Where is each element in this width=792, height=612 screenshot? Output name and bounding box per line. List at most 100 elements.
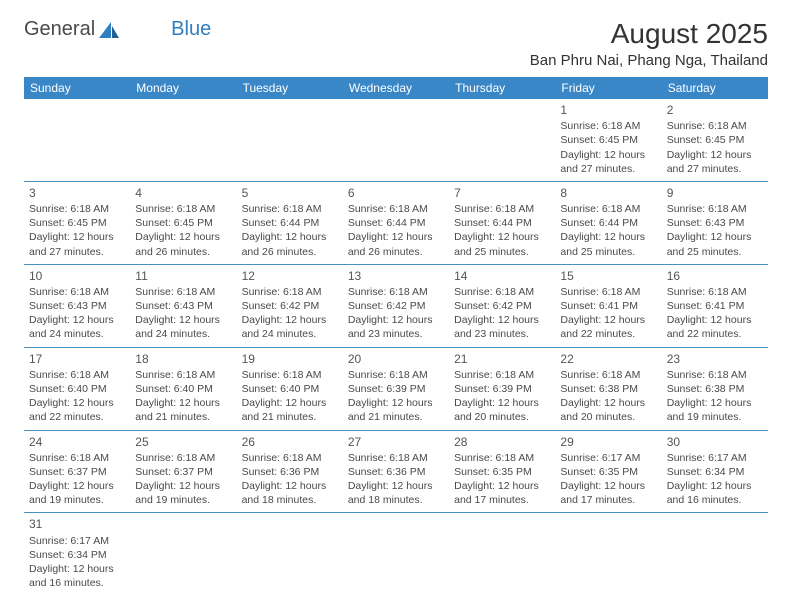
weekday-header: Monday (130, 77, 236, 99)
day-number: 12 (242, 268, 338, 284)
day-cell: 18Sunrise: 6:18 AMSunset: 6:40 PMDayligh… (130, 347, 236, 430)
daylight-text: Daylight: 12 hours and 26 minutes. (348, 230, 444, 258)
day-cell: 25Sunrise: 6:18 AMSunset: 6:37 PMDayligh… (130, 430, 236, 513)
daylight-text: Daylight: 12 hours and 22 minutes. (560, 313, 656, 341)
day-number: 4 (135, 185, 231, 201)
day-number: 26 (242, 434, 338, 450)
sunset-text: Sunset: 6:44 PM (454, 216, 550, 230)
day-number: 6 (348, 185, 444, 201)
day-cell: 6Sunrise: 6:18 AMSunset: 6:44 PMDaylight… (343, 181, 449, 264)
daylight-text: Daylight: 12 hours and 20 minutes. (560, 396, 656, 424)
sunset-text: Sunset: 6:35 PM (454, 465, 550, 479)
day-number: 11 (135, 268, 231, 284)
daylight-text: Daylight: 12 hours and 16 minutes. (29, 562, 125, 590)
empty-cell (24, 99, 130, 181)
sunset-text: Sunset: 6:43 PM (135, 299, 231, 313)
day-number: 17 (29, 351, 125, 367)
day-number: 18 (135, 351, 231, 367)
day-number: 15 (560, 268, 656, 284)
sunrise-text: Sunrise: 6:18 AM (135, 368, 231, 382)
sunset-text: Sunset: 6:37 PM (29, 465, 125, 479)
day-number: 9 (667, 185, 763, 201)
day-cell: 31Sunrise: 6:17 AMSunset: 6:34 PMDayligh… (24, 513, 130, 595)
daylight-text: Daylight: 12 hours and 27 minutes. (29, 230, 125, 258)
day-cell: 14Sunrise: 6:18 AMSunset: 6:42 PMDayligh… (449, 264, 555, 347)
sunset-text: Sunset: 6:35 PM (560, 465, 656, 479)
day-cell: 22Sunrise: 6:18 AMSunset: 6:38 PMDayligh… (555, 347, 661, 430)
weekday-header: Sunday (24, 77, 130, 99)
day-number: 5 (242, 185, 338, 201)
sunset-text: Sunset: 6:37 PM (135, 465, 231, 479)
calendar-row: 1 Sunrise: 6:18 AM Sunset: 6:45 PMDaylight… (24, 99, 768, 181)
daylight-text: Daylight: 12 hours and 17 minutes. (454, 479, 550, 507)
sunrise-text: Sunrise: 6:18 AM (560, 368, 656, 382)
day-cell: 20Sunrise: 6:18 AMSunset: 6:39 PMDayligh… (343, 347, 449, 430)
sunrise-text: Sunrise: 6:18 AM (454, 285, 550, 299)
sunrise-text: Sunrise: 6:18 AM (242, 451, 338, 465)
title-block: August 2025 Ban Phru Nai, Phang Nga, Tha… (530, 18, 768, 69)
sunrise-text: Sunrise: 6:18 AM (29, 451, 125, 465)
daylight-text: Daylight: 12 hours and 18 minutes. (242, 479, 338, 507)
day-cell: 29Sunrise: 6:17 AMSunset: 6:35 PMDayligh… (555, 430, 661, 513)
calendar-row: 10Sunrise: 6:18 AMSunset: 6:43 PMDayligh… (24, 264, 768, 347)
sunset-text: Sunset: 6:45 PM (560, 133, 656, 147)
header: General Blue August 2025 Ban Phru Nai, P… (24, 18, 768, 69)
sunset-text: Sunset: 6:44 PM (242, 216, 338, 230)
sunrise-text: Sunrise: 6:18 AM (29, 202, 125, 216)
day-number: 1 (560, 102, 656, 118)
empty-cell (343, 99, 449, 181)
daylight-text: Daylight: 12 hours and 21 minutes. (242, 396, 338, 424)
day-cell: 2Sunrise: 6:18 AMSunset: 6:45 PMDaylight… (662, 99, 768, 181)
sunset-text: Sunset: 6:34 PM (29, 548, 125, 562)
day-number: 24 (29, 434, 125, 450)
sunrise-text: Sunrise: 6:17 AM (667, 451, 763, 465)
daylight-text: Daylight: 12 hours and 21 minutes. (348, 396, 444, 424)
sunrise-text: Sunrise: 6:18 AM (135, 285, 231, 299)
day-cell: 28Sunrise: 6:18 AMSunset: 6:35 PMDayligh… (449, 430, 555, 513)
sunrise-text: Sunrise: 6:18 AM (667, 119, 763, 133)
daylight-text: Daylight: 12 hours and 24 minutes. (29, 313, 125, 341)
daylight-text: Daylight: 12 hours and 26 minutes. (135, 230, 231, 258)
daylight-text: Daylight: 12 hours and 16 minutes. (667, 479, 763, 507)
daylight-text: Daylight: 12 hours and 25 minutes. (667, 230, 763, 258)
daylight-text: Daylight: 12 hours and 27 minutes. (560, 148, 656, 176)
daylight-text: Daylight: 12 hours and 22 minutes. (29, 396, 125, 424)
sunrise-text: Sunrise: 6:18 AM (454, 368, 550, 382)
day-cell: 26Sunrise: 6:18 AMSunset: 6:36 PMDayligh… (237, 430, 343, 513)
day-cell: 27Sunrise: 6:18 AMSunset: 6:36 PMDayligh… (343, 430, 449, 513)
sunset-text: Sunset: 6:38 PM (667, 382, 763, 396)
calendar-header-row: SundayMondayTuesdayWednesdayThursdayFrid… (24, 77, 768, 99)
sunset-text: Sunset: 6:41 PM (667, 299, 763, 313)
sunrise-text: Sunrise: 6:18 AM (560, 202, 656, 216)
day-number: 8 (560, 185, 656, 201)
day-number: 27 (348, 434, 444, 450)
daylight-text: Daylight: 12 hours and 24 minutes. (242, 313, 338, 341)
sunset-text: Sunset: 6:42 PM (454, 299, 550, 313)
sunset-text: Sunset: 6:43 PM (667, 216, 763, 230)
day-cell: 17Sunrise: 6:18 AMSunset: 6:40 PMDayligh… (24, 347, 130, 430)
sunset-text: Sunset: 6:40 PM (242, 382, 338, 396)
sunrise-text: Sunrise: 6:18 AM (135, 451, 231, 465)
sunset-text: Sunset: 6:39 PM (454, 382, 550, 396)
sunrise-text: Sunrise: 6:18 AM (560, 285, 656, 299)
daylight-text: Daylight: 12 hours and 19 minutes. (135, 479, 231, 507)
weekday-header: Tuesday (237, 77, 343, 99)
weekday-header: Thursday (449, 77, 555, 99)
sunset-text: Sunset: 6:38 PM (560, 382, 656, 396)
sunrise-text: Sunrise: 6:18 AM (135, 202, 231, 216)
empty-cell (449, 513, 555, 595)
sunrise-text: Sunrise: 6:18 AM (348, 451, 444, 465)
day-cell: 13Sunrise: 6:18 AMSunset: 6:42 PMDayligh… (343, 264, 449, 347)
day-cell: 1Sunrise: 6:18 AMSunset: 6:45 PMDaylight… (555, 99, 661, 181)
day-number: 25 (135, 434, 231, 450)
daylight-text: Daylight: 12 hours and 19 minutes. (29, 479, 125, 507)
day-number: 14 (454, 268, 550, 284)
day-number: 31 (29, 516, 125, 532)
calendar-row: 3Sunrise: 6:18 AMSunset: 6:45 PMDaylight… (24, 181, 768, 264)
day-cell: 24Sunrise: 6:18 AMSunset: 6:37 PMDayligh… (24, 430, 130, 513)
day-cell: 3Sunrise: 6:18 AMSunset: 6:45 PMDaylight… (24, 181, 130, 264)
sunrise-text: Sunrise: 6:18 AM (242, 202, 338, 216)
day-cell: 23Sunrise: 6:18 AMSunset: 6:38 PMDayligh… (662, 347, 768, 430)
day-number: 23 (667, 351, 763, 367)
logo-text-blue: Blue (171, 18, 211, 41)
